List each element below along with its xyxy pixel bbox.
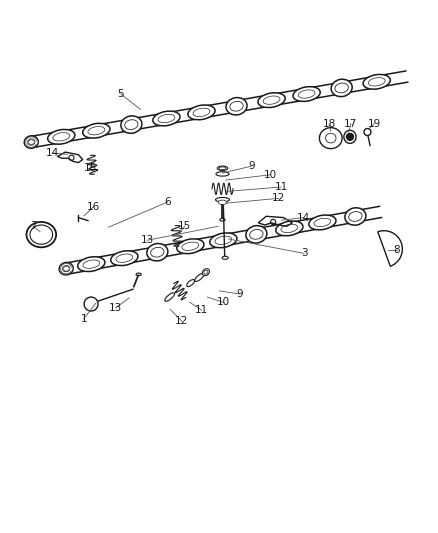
Ellipse shape	[258, 93, 285, 108]
Ellipse shape	[246, 225, 267, 243]
Ellipse shape	[59, 262, 73, 275]
Ellipse shape	[218, 200, 227, 205]
Text: 3: 3	[301, 248, 307, 259]
Circle shape	[364, 128, 371, 135]
Text: 9: 9	[237, 289, 243, 299]
Ellipse shape	[293, 87, 320, 101]
Ellipse shape	[136, 273, 141, 276]
Ellipse shape	[363, 75, 390, 89]
Text: 12: 12	[175, 316, 188, 326]
Ellipse shape	[276, 221, 303, 236]
Text: 9: 9	[248, 161, 255, 171]
Text: 8: 8	[393, 245, 400, 255]
Ellipse shape	[319, 128, 342, 149]
Text: 6: 6	[165, 197, 171, 207]
Circle shape	[346, 133, 353, 140]
Ellipse shape	[165, 293, 175, 301]
Text: 18: 18	[322, 119, 336, 129]
Ellipse shape	[48, 130, 75, 144]
Ellipse shape	[188, 105, 215, 120]
Ellipse shape	[309, 215, 336, 230]
Text: 11: 11	[195, 305, 208, 315]
Ellipse shape	[220, 219, 225, 221]
Ellipse shape	[147, 244, 168, 261]
Ellipse shape	[24, 136, 39, 148]
Ellipse shape	[325, 133, 336, 143]
Ellipse shape	[345, 208, 366, 225]
Ellipse shape	[83, 123, 110, 138]
Ellipse shape	[187, 280, 194, 287]
Text: 14: 14	[297, 213, 310, 223]
Text: 13: 13	[140, 235, 154, 245]
Text: 10: 10	[217, 297, 230, 308]
Text: 5: 5	[117, 89, 124, 99]
Ellipse shape	[30, 225, 53, 244]
Ellipse shape	[216, 172, 229, 176]
Text: 19: 19	[367, 119, 381, 129]
Text: 12: 12	[272, 193, 285, 204]
Ellipse shape	[226, 98, 247, 115]
Ellipse shape	[222, 256, 228, 259]
Text: 17: 17	[344, 119, 357, 129]
Text: 11: 11	[274, 182, 288, 192]
Ellipse shape	[195, 273, 204, 281]
Ellipse shape	[26, 222, 56, 247]
Text: 10: 10	[264, 170, 277, 180]
Ellipse shape	[344, 130, 356, 143]
Text: 1: 1	[80, 314, 87, 324]
Ellipse shape	[78, 257, 105, 271]
Ellipse shape	[111, 251, 138, 265]
Ellipse shape	[177, 239, 204, 254]
Ellipse shape	[210, 233, 237, 248]
Text: 15: 15	[84, 163, 97, 173]
Ellipse shape	[202, 269, 209, 276]
Ellipse shape	[153, 111, 180, 126]
Text: 16: 16	[87, 201, 100, 212]
Ellipse shape	[215, 198, 230, 202]
Ellipse shape	[121, 116, 142, 133]
Wedge shape	[378, 231, 403, 266]
Text: 14: 14	[46, 148, 59, 158]
Ellipse shape	[217, 166, 228, 171]
Circle shape	[69, 155, 74, 160]
Circle shape	[271, 220, 276, 224]
Circle shape	[84, 297, 98, 311]
Ellipse shape	[331, 79, 352, 96]
Text: 7: 7	[30, 221, 36, 231]
Text: 13: 13	[109, 303, 122, 313]
Text: 15: 15	[178, 221, 191, 231]
